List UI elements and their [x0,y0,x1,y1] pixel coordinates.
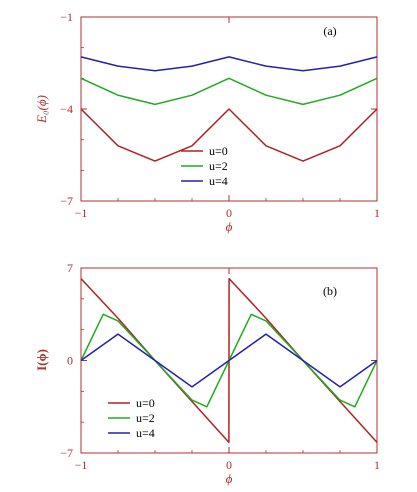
series-line-u0 [80,108,378,162]
y-axis-label: I(ϕ) [34,349,49,371]
y-tick-label: −7 [60,446,73,460]
legend-label: u=2 [209,159,228,173]
x-axis-label: ϕ [226,471,233,486]
y-tick-label: −7 [60,194,73,208]
panel-b: −1 0 1 7 0 −7 ϕ I(ϕ) (b) u=0u=2u=4 [34,261,380,486]
y-tick-label: −1 [60,10,73,24]
series-line-u4 [80,56,378,72]
panel-label: (a) [323,24,336,38]
legend-label: u=4 [209,174,228,188]
panel-label: (b) [323,284,337,298]
legend-label: u=0 [209,144,228,158]
series-line-u2 [80,77,378,106]
y-axis-label: E₀(ϕ) [34,95,49,124]
x-axis-label: ϕ [226,219,233,234]
x-tick-label: 1 [374,458,380,472]
y-tick-label: −4 [60,102,73,116]
panel-a: −1 0 1 −1 −4 −7 ϕ E₀(ϕ) (a) u=0u=2u=4 [34,10,380,234]
legend-label: u=2 [136,411,155,425]
x-tick-label: 0 [226,458,232,472]
x-tick-label: −1 [75,458,88,472]
x-tick-label: 0 [226,206,232,220]
legend-label: u=0 [136,396,155,410]
x-tick-label: 1 [374,206,380,220]
x-tick-label: −1 [75,206,88,220]
y-tick-label: 7 [67,261,73,275]
y-tick-label: 0 [67,354,73,368]
legend-label: u=4 [136,426,155,440]
